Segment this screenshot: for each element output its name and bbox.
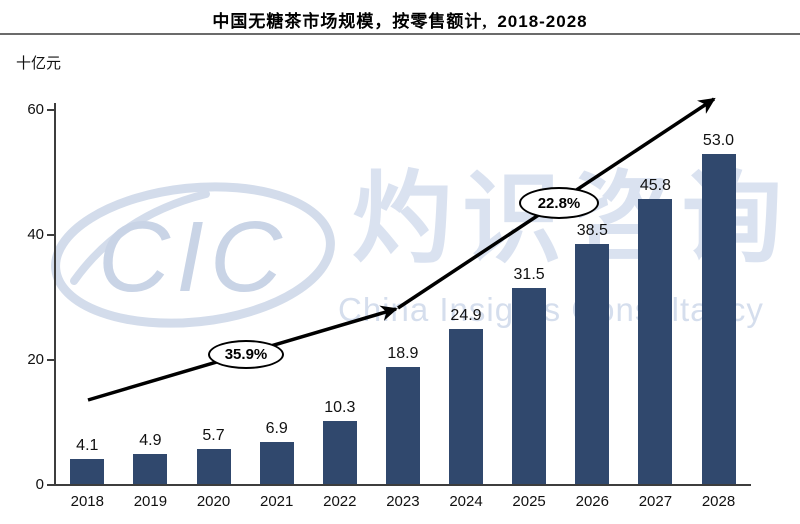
x-axis-label-2023: 2023 [386, 493, 420, 510]
bar-value-label-2027: 45.8 [639, 176, 671, 194]
x-axis-label-2021: 2021 [260, 493, 294, 510]
x-axis-label-2027: 2027 [638, 493, 673, 510]
bar-2027 [638, 198, 673, 486]
bar-2028 [701, 153, 736, 486]
cagr-value-1: 35.9% [224, 346, 268, 363]
cagr-value-2: 22.8% [537, 194, 581, 212]
bar-value-label-2028: 53.0 [702, 131, 735, 149]
bar-value-label-2018: 4.1 [76, 437, 99, 455]
bar-value-label-2022: 10.3 [324, 398, 356, 416]
y-axis-unit-label: 十亿元 [16, 56, 62, 72]
bar-value-label-2023: 18.9 [387, 344, 419, 362]
bar-2023 [385, 366, 420, 485]
x-axis-label-2025: 2025 [512, 493, 546, 510]
y-tick-label-20: 20 [27, 351, 44, 368]
bar-value-label-2021: 6.9 [265, 419, 288, 437]
cagr-label-2018-2023: 35.9% [208, 340, 284, 369]
y-tick-label-60: 60 [27, 101, 44, 118]
title-divider [0, 33, 800, 35]
bar-value-label-2019: 4.9 [139, 432, 162, 450]
x-axis-label-2026: 2026 [575, 493, 609, 510]
x-axis-line [54, 484, 751, 486]
x-axis-label-2022: 2022 [323, 493, 357, 510]
bar-2026 [575, 244, 610, 485]
bar-2022 [322, 420, 357, 485]
bar-2024 [449, 329, 483, 485]
x-axis-label-2028: 2028 [701, 493, 736, 510]
x-axis-label-2019: 2019 [133, 493, 168, 510]
cagr-label-2023-2028: 22.8% [519, 187, 599, 219]
bar-value-label-2025: 31.5 [513, 266, 545, 284]
chart-title: 中国无糖茶市场规模，按零售额计, 2018-2028 [0, 7, 800, 32]
bar-2021 [259, 441, 294, 485]
x-axis-label-2024: 2024 [449, 493, 483, 510]
y-tick-label-40: 40 [27, 226, 44, 243]
bar-value-label-2026: 38.5 [576, 222, 608, 240]
bar-value-label-2024: 24.9 [450, 307, 482, 325]
bar-2018 [70, 459, 105, 485]
x-axis-label-2018: 2018 [70, 493, 104, 510]
chart-title-year-range: 2018-2028 [497, 12, 588, 31]
chart-title-chinese: 中国无糖茶市场规模，按零售额计, [212, 12, 488, 31]
bar-value-label-2020: 5.7 [202, 427, 225, 445]
y-tick-mark-0 [47, 484, 54, 486]
bar-2025 [512, 288, 547, 485]
y-tick-mark-40 [47, 234, 54, 236]
y-tick-mark-60 [47, 109, 54, 111]
y-tick-label-0: 0 [35, 476, 44, 493]
x-axis-label-2020: 2020 [196, 493, 231, 510]
bar-2020 [196, 449, 231, 485]
bar-2019 [133, 454, 168, 485]
y-tick-mark-20 [47, 359, 54, 361]
